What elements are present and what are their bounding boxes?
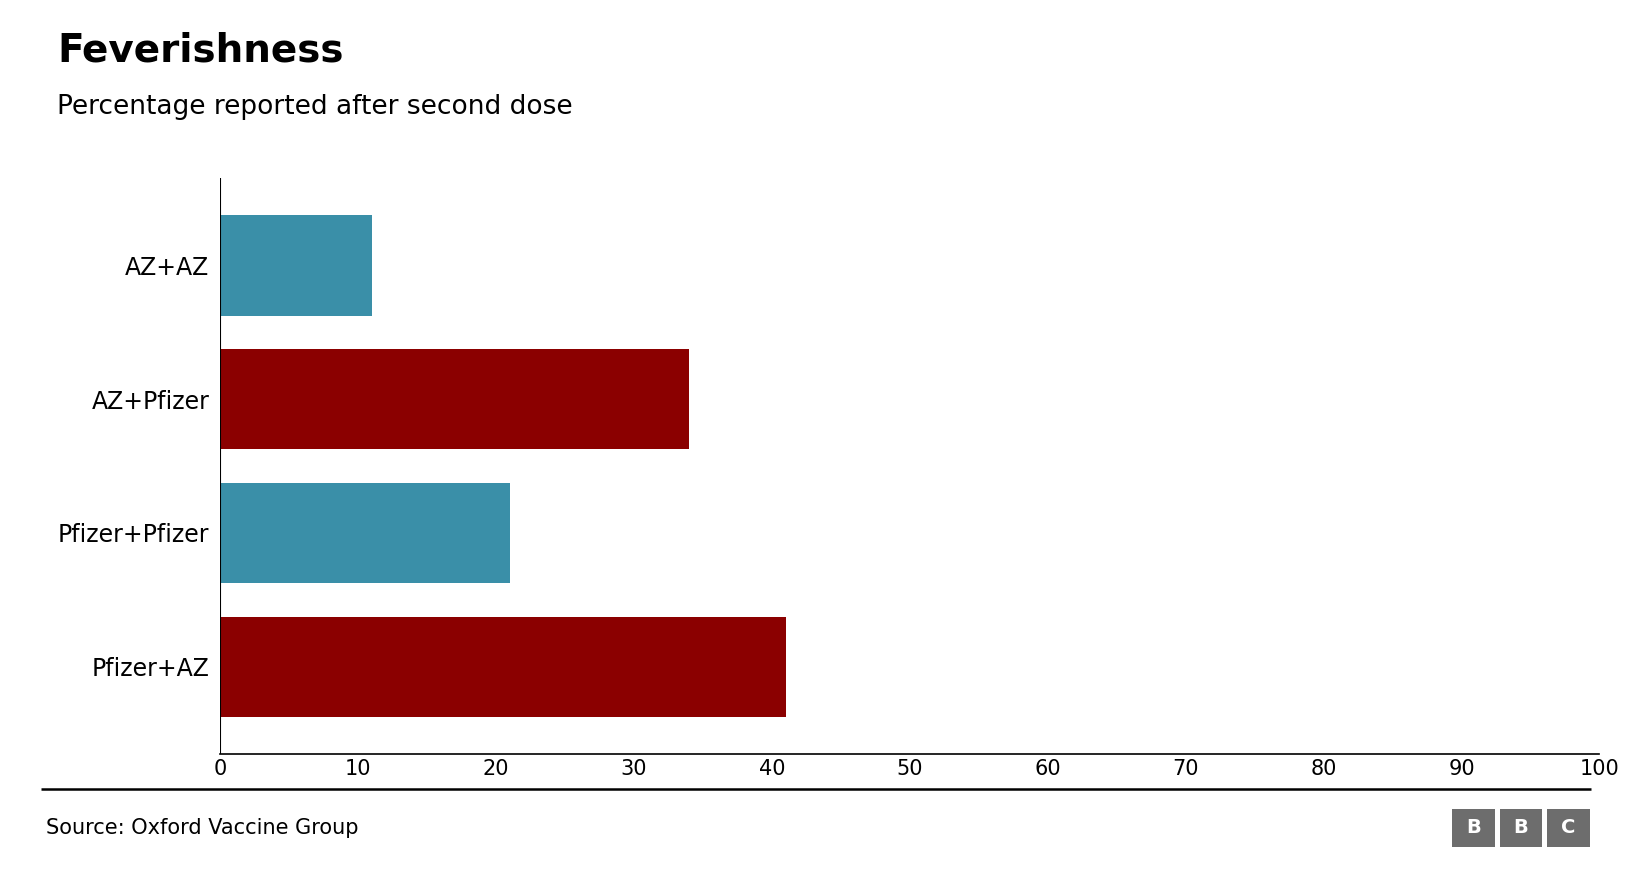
- Text: Feverishness: Feverishness: [57, 31, 344, 70]
- Text: B: B: [1466, 818, 1482, 838]
- Bar: [220, 349, 689, 450]
- Bar: [220, 616, 785, 717]
- Bar: [220, 215, 372, 316]
- Text: Percentage reported after second dose: Percentage reported after second dose: [57, 94, 573, 120]
- Text: B: B: [1513, 818, 1529, 838]
- Text: C: C: [1562, 818, 1575, 838]
- Text: Source: Oxford Vaccine Group: Source: Oxford Vaccine Group: [46, 818, 357, 838]
- Bar: [220, 483, 509, 583]
